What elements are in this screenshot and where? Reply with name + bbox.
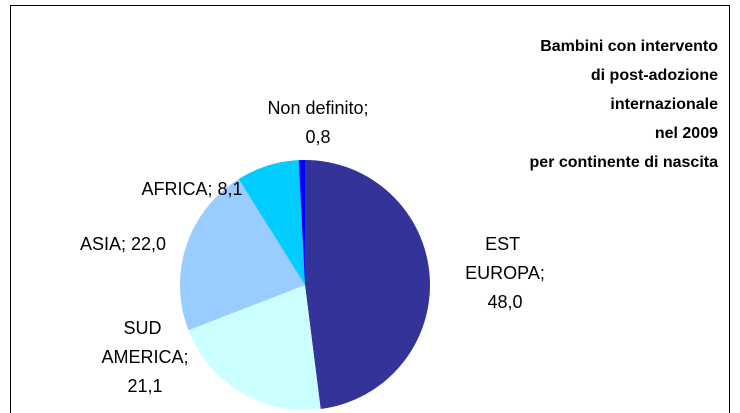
chart-title: internazionale xyxy=(610,96,718,113)
value-label: 8,1 xyxy=(218,179,243,199)
value-label: 0,8 xyxy=(305,127,330,147)
value-label: 48,0 xyxy=(487,292,522,312)
pie-slice xyxy=(180,179,305,331)
category-word: AFRICA xyxy=(141,179,207,199)
label-separator: ; xyxy=(540,263,545,283)
category-word: SUD xyxy=(123,318,161,338)
data-label: ASIA; 22,0 xyxy=(80,234,166,254)
category-word: Non xyxy=(267,98,300,118)
category-label: Non definito xyxy=(267,98,363,118)
pie-slice xyxy=(188,285,321,410)
chart-title: Bambini con intervento xyxy=(540,38,718,55)
label-separator: ; xyxy=(207,179,212,199)
category-label: ASIA xyxy=(80,234,121,254)
category-word: AMERICA xyxy=(101,347,183,367)
data-label: SUD AMERICA; 21,1 xyxy=(101,318,188,396)
category-word: definito xyxy=(305,98,363,118)
label-separator: ; xyxy=(121,234,126,254)
data-label: AFRICA; 8,1 xyxy=(141,179,242,199)
pie-slice xyxy=(305,160,431,410)
category-word: EUROPA xyxy=(465,263,540,283)
category-word: EST xyxy=(485,234,520,254)
category-word: ASIA xyxy=(80,234,121,254)
value-label: 21,1 xyxy=(127,376,162,396)
pie-slice xyxy=(298,160,305,285)
label-separator: ; xyxy=(364,98,369,118)
category-label: AFRICA xyxy=(141,179,207,199)
value-label: 22,0 xyxy=(131,234,166,254)
category-label: EST EUROPA xyxy=(465,234,540,283)
category-label: SUD AMERICA xyxy=(101,318,183,367)
pie-slice xyxy=(238,160,305,285)
chart-title: per continente di nascita xyxy=(530,154,719,171)
label-separator: ; xyxy=(184,347,189,367)
data-label: Non definito; 0,8 xyxy=(267,98,368,147)
chart-title: di post-adozione xyxy=(591,67,718,84)
data-label: EST EUROPA; 48,0 xyxy=(465,234,545,312)
chart-title: nel 2009 xyxy=(655,125,718,142)
